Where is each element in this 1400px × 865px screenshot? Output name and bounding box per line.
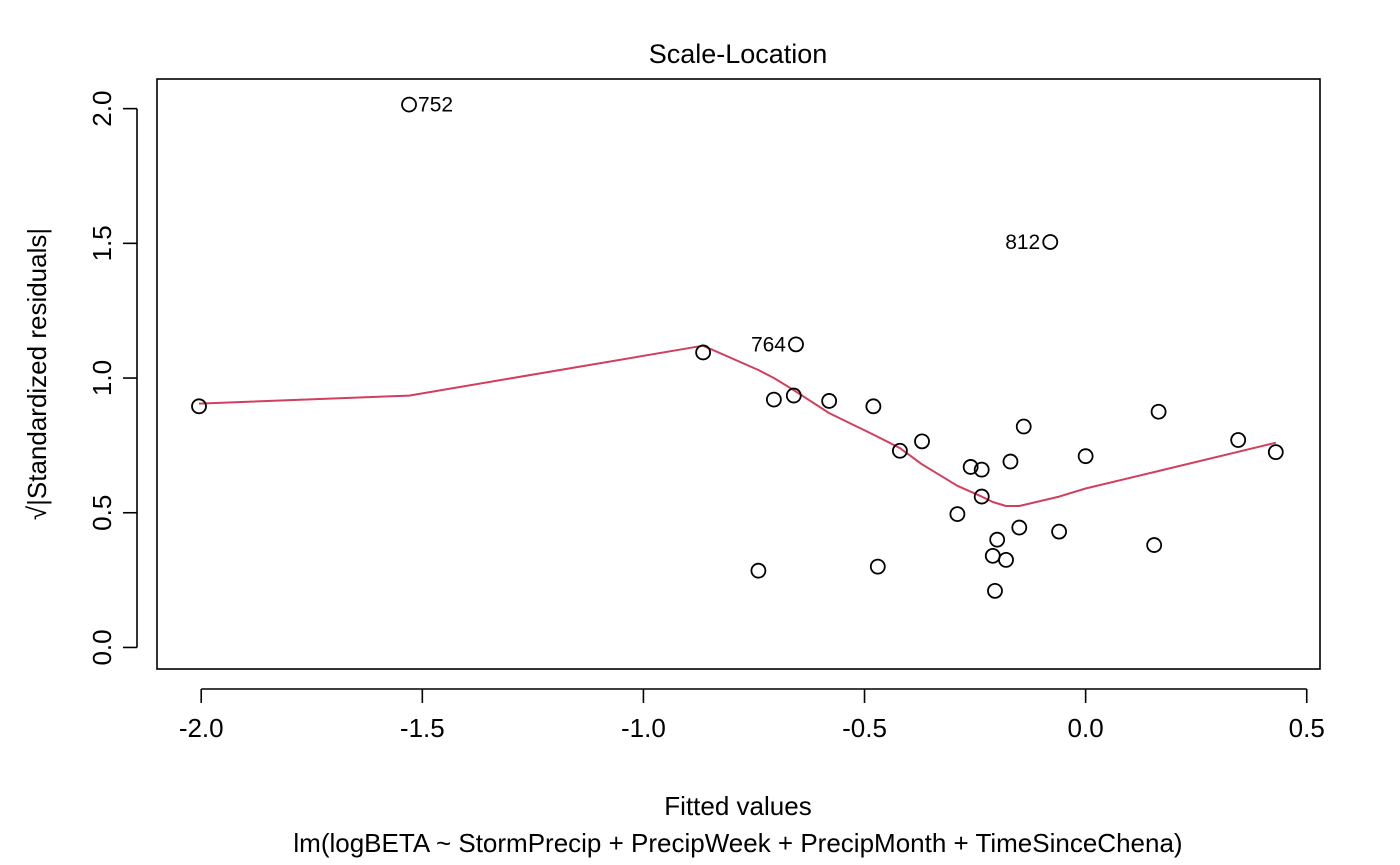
x-tick-label: -0.5 <box>842 713 887 743</box>
x-tick-label: -1.0 <box>621 713 666 743</box>
x-tick-label: -1.5 <box>400 713 445 743</box>
data-point <box>914 433 930 450</box>
plot-frame <box>156 78 1321 670</box>
data-point <box>973 488 990 505</box>
point-labels-layer: 752 764 812 <box>418 94 1040 357</box>
y-tick-label: 0.0 <box>87 629 117 665</box>
data-point <box>1015 418 1032 435</box>
data-point <box>1146 537 1163 553</box>
data-point <box>1267 444 1284 461</box>
data-point <box>949 506 966 522</box>
data-point <box>191 398 207 415</box>
data-point <box>869 558 886 575</box>
data-points-layer <box>191 96 1284 599</box>
point-label-752: 752 <box>418 94 453 117</box>
data-point <box>750 562 767 579</box>
x-tick-label: -2.0 <box>179 713 224 743</box>
x-axis: -2.0 -1.5 -1.0 -0.5 0.0 0.5 <box>179 688 1325 743</box>
data-point <box>984 547 1001 564</box>
y-tick-label: 1.5 <box>87 225 117 261</box>
model-formula-subtitle: lm(logBETA ~ StormPrecip + PrecipWeek + … <box>293 828 1182 858</box>
data-point <box>962 459 979 475</box>
smoothed-trend-line <box>198 344 1277 507</box>
data-point <box>973 461 990 478</box>
data-point <box>892 442 908 459</box>
x-tick-label: 0.5 <box>1289 713 1325 743</box>
data-point <box>785 387 802 404</box>
data-point <box>695 344 712 361</box>
data-point <box>865 398 882 415</box>
y-axis-label: √|Standardized residuals| <box>22 228 52 520</box>
point-label-812: 812 <box>1005 231 1040 254</box>
data-point <box>1230 432 1247 448</box>
data-point <box>788 336 804 353</box>
data-point <box>821 393 838 409</box>
point-label-764: 764 <box>751 333 786 356</box>
y-axis: 0.0 0.5 1.0 1.5 2.0 <box>87 91 138 666</box>
data-point <box>989 531 1006 548</box>
data-point <box>1011 519 1028 536</box>
data-point <box>998 551 1014 568</box>
data-point <box>1051 523 1067 540</box>
x-tick-label: 0.0 <box>1068 713 1104 743</box>
y-tick-label: 1.0 <box>87 360 117 396</box>
data-point <box>1042 234 1059 250</box>
y-tick-label: 0.5 <box>87 495 117 531</box>
data-point <box>765 391 782 408</box>
smoothed-trend-layer <box>198 344 1277 507</box>
data-point <box>1150 403 1167 420</box>
y-tick-label: 2.0 <box>87 91 117 127</box>
data-point <box>987 582 1003 599</box>
x-axis-label: Fitted values <box>664 791 811 821</box>
chart-title: Scale-Location <box>649 39 828 69</box>
data-point <box>401 96 417 113</box>
data-point <box>1002 453 1019 470</box>
data-point <box>1077 448 1094 465</box>
